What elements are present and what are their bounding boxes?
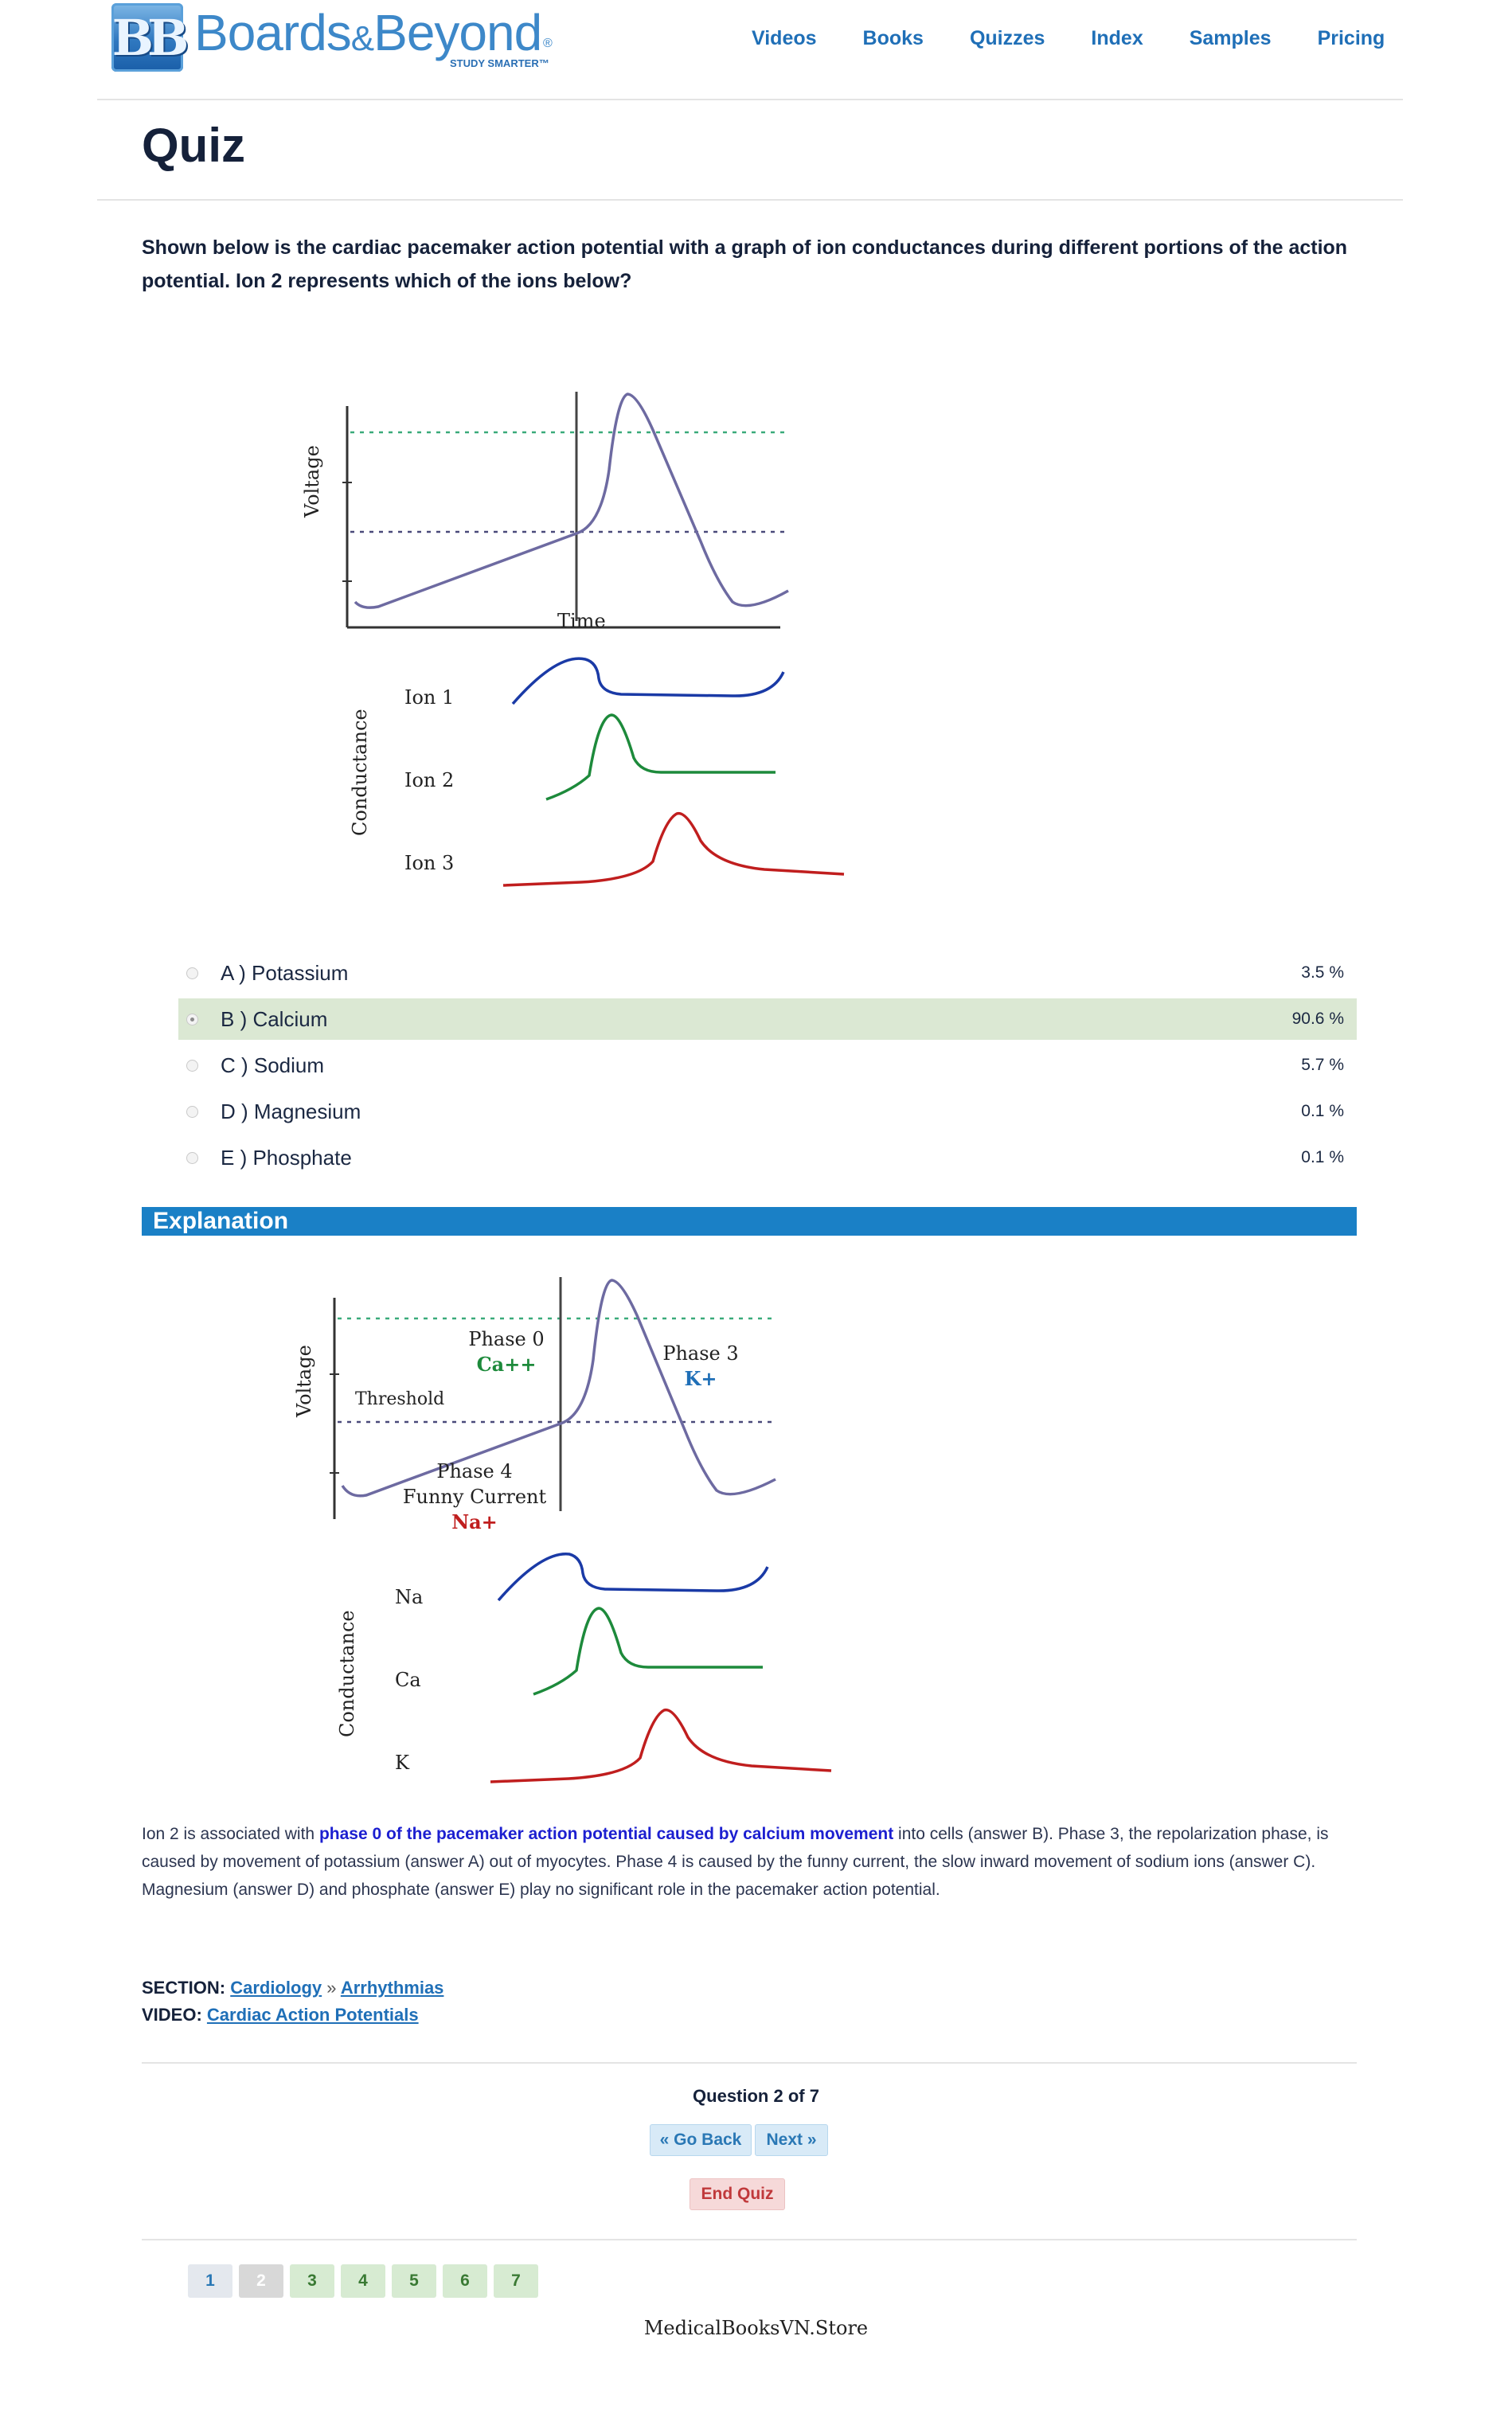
explanation-header: Explanation <box>142 1207 1357 1236</box>
answer-a-percent: 3.5 % <box>1301 963 1344 982</box>
brand-name-a: Boards <box>194 4 352 61</box>
nav-divider-bottom <box>142 2239 1357 2240</box>
answer-option-d[interactable]: D ) Magnesium 0.1 % <box>178 1091 1357 1132</box>
explanation-text: Ion 2 is associated with phase 0 of the … <box>142 1820 1360 1904</box>
answer-d-label: D ) Magnesium <box>221 1099 361 1123</box>
fig2-conductance-label: Conductance <box>336 1610 358 1737</box>
nav-samples[interactable]: Samples <box>1189 27 1272 49</box>
fig2-phase4-label: Phase 4 <box>436 1460 512 1482</box>
fig1-action-potential <box>354 393 789 609</box>
page-button-7[interactable]: 7 <box>494 2264 538 2298</box>
nav-divider-top <box>142 2062 1357 2064</box>
fig2-na-label: Na <box>395 1586 423 1608</box>
answer-c-label: C ) Sodium <box>221 1053 325 1077</box>
brand-name-b: Beyond <box>373 4 542 61</box>
question-figure: Voltage Time Conductance Ion 1 Ion 2 Ion… <box>301 392 845 887</box>
fig1-voltage-label: Voltage <box>301 445 323 518</box>
answer-e-percent: 0.1 % <box>1301 1148 1344 1166</box>
fig2-phase4-ion: Na+ <box>451 1510 498 1533</box>
fig2-phase3-ion: K+ <box>685 1367 717 1390</box>
page-button-1[interactable]: 1 <box>188 2264 232 2298</box>
fig1-ion2-curve <box>545 713 776 801</box>
explanation-figure: Voltage Threshold Phase 0 Ca++ Phase 3 K… <box>293 1277 832 1783</box>
nav-pricing[interactable]: Pricing <box>1317 27 1385 49</box>
section-link-arrhythmias[interactable]: Arrhythmias <box>340 1978 444 1998</box>
answer-a-label: A ) Potassium <box>221 960 349 985</box>
title-divider <box>97 199 1403 201</box>
end-quiz-button[interactable]: End Quiz <box>690 2178 785 2210</box>
explanation-part-3: into cells (answer B). Phase 3, the repo… <box>142 1825 1329 1899</box>
page-title: Quiz <box>142 119 245 172</box>
fig1-ion3-label: Ion 3 <box>404 852 454 874</box>
answer-a-radio[interactable] <box>186 967 198 979</box>
fig2-na-curve <box>497 1553 769 1602</box>
answer-b-percent: 90.6 % <box>1291 1010 1344 1028</box>
answer-option-c[interactable]: C ) Sodium 5.7 % <box>178 1045 1357 1086</box>
answer-e-label: E ) Phosphate <box>221 1145 352 1170</box>
page-button-5[interactable]: 5 <box>392 2264 436 2298</box>
section-link-cardiology[interactable]: Cardiology <box>230 1978 322 1998</box>
section-meta: SECTION: Cardiology » Arrhythmias <box>142 1978 443 1998</box>
answer-option-b[interactable]: B ) Calcium 90.6 % <box>178 998 1357 1040</box>
page-button-4[interactable]: 4 <box>341 2264 385 2298</box>
answer-b-label: B ) Calcium <box>221 1006 328 1031</box>
fig1-ion2-label: Ion 2 <box>404 769 454 791</box>
fig2-k-curve <box>490 1708 832 1783</box>
answer-d-percent: 0.1 % <box>1301 1102 1344 1120</box>
nav-books[interactable]: Books <box>862 27 924 49</box>
logo-mark-text: BB <box>111 8 189 67</box>
brand-reg: ® <box>543 37 553 50</box>
explanation-highlight: phase 0 of the pacemaker action potentia… <box>318 1825 894 1843</box>
brand-amp: & <box>350 19 374 58</box>
fig1-ion3-curve <box>502 811 845 887</box>
nav-videos[interactable]: Videos <box>752 27 817 49</box>
fig2-voltage-label: Voltage <box>293 1345 315 1418</box>
fig2-phase4-sub: Funny Current <box>403 1486 547 1508</box>
fig1-conductance-label: Conductance <box>349 709 371 836</box>
fig1-time-label: Time <box>557 610 606 632</box>
video-link[interactable]: Cardiac Action Potentials <box>206 2005 419 2025</box>
answer-e-radio[interactable] <box>186 1151 198 1164</box>
go-back-button[interactable]: « Go Back <box>650 2124 752 2156</box>
fig2-phase3-label: Phase 3 <box>662 1342 738 1365</box>
fig2-k-label: K <box>395 1752 410 1774</box>
brand-tagline: STUDY SMARTER™ <box>450 57 549 69</box>
section-separator: » <box>326 1978 337 1998</box>
next-button[interactable]: Next » <box>755 2124 828 2156</box>
fig1-ion1-label: Ion 1 <box>404 686 454 709</box>
answer-c-percent: 5.7 % <box>1301 1056 1344 1074</box>
brand-name[interactable]: Boards&Beyond <box>194 3 542 62</box>
nav-quizzes[interactable]: Quizzes <box>969 27 1045 49</box>
explanation-part-1: Ion 2 is associated with <box>142 1825 319 1843</box>
brand-logo-mark[interactable]: BB <box>111 3 189 72</box>
page-button-3[interactable]: 3 <box>290 2264 334 2298</box>
question-counter: Question 2 of 7 <box>693 2086 819 2106</box>
answer-option-e[interactable]: E ) Phosphate 0.1 % <box>178 1137 1357 1178</box>
fig2-action-potential <box>341 1279 776 1498</box>
fig2-ca-curve <box>533 1607 763 1696</box>
section-label: SECTION: <box>142 1978 226 1998</box>
fig2-phase0-ion: Ca++ <box>477 1353 537 1376</box>
question-text: Shown below is the cardiac pacemaker act… <box>142 236 1348 292</box>
answer-b-radio[interactable] <box>186 1013 198 1025</box>
nav-index[interactable]: Index <box>1091 27 1143 49</box>
answer-option-a[interactable]: A ) Potassium 3.5 % <box>178 952 1357 994</box>
fig2-threshold-label: Threshold <box>355 1389 444 1409</box>
page-button-2[interactable]: 2 <box>239 2264 283 2298</box>
fig2-phase0-label: Phase 0 <box>468 1328 544 1350</box>
video-label: VIDEO: <box>142 2005 202 2025</box>
main-nav: Videos Books Quizzes Index Samples Prici… <box>752 27 1385 56</box>
fig1-ion1-curve <box>511 657 785 705</box>
watermark: MedicalBooksVN.Store <box>643 2317 869 2339</box>
page-button-6[interactable]: 6 <box>443 2264 487 2298</box>
fig2-ca-label: Ca <box>395 1669 421 1691</box>
explanation-heading: Explanation <box>153 1208 289 1234</box>
header-divider <box>97 99 1403 100</box>
answer-c-radio[interactable] <box>186 1059 198 1072</box>
video-meta: VIDEO: Cardiac Action Potentials <box>142 2005 419 2025</box>
answer-d-radio[interactable] <box>186 1105 198 1118</box>
